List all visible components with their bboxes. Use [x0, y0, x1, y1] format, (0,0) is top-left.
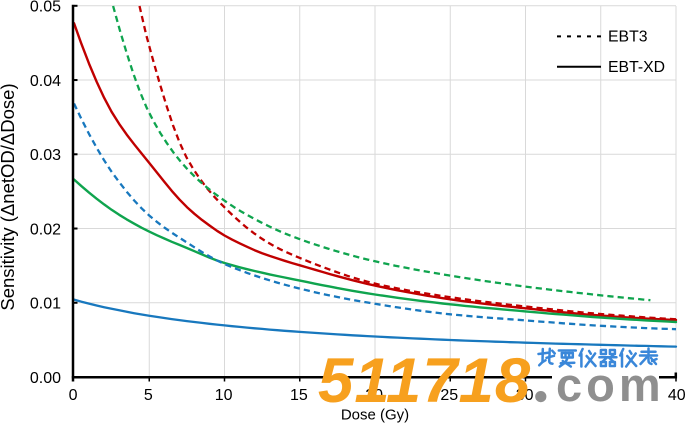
svg-text:0.03: 0.03	[30, 147, 61, 164]
svg-text:15: 15	[290, 387, 308, 404]
svg-text:25: 25	[440, 387, 458, 404]
svg-text:0.04: 0.04	[30, 73, 61, 90]
svg-text:40: 40	[668, 387, 685, 404]
svg-text:com: com	[556, 358, 665, 411]
svg-text:10: 10	[215, 387, 233, 404]
svg-text:EBT3: EBT3	[608, 29, 648, 46]
svg-text:511718: 511718	[318, 346, 531, 416]
svg-text:30: 30	[516, 387, 534, 404]
svg-text:Sensitivity (ΔnetOD/ΔDose): Sensitivity (ΔnetOD/ΔDose)	[0, 83, 18, 310]
svg-text:5: 5	[144, 387, 153, 404]
svg-text:0.02: 0.02	[30, 221, 61, 238]
svg-text:20: 20	[365, 387, 383, 404]
svg-text:EBT-XD: EBT-XD	[608, 59, 665, 76]
svg-text:0.00: 0.00	[30, 370, 61, 387]
svg-text:0: 0	[69, 387, 78, 404]
svg-text:0.05: 0.05	[30, 0, 61, 16]
svg-text:Dose (Gy): Dose (Gy)	[341, 407, 409, 424]
svg-text:0.01: 0.01	[30, 296, 61, 313]
